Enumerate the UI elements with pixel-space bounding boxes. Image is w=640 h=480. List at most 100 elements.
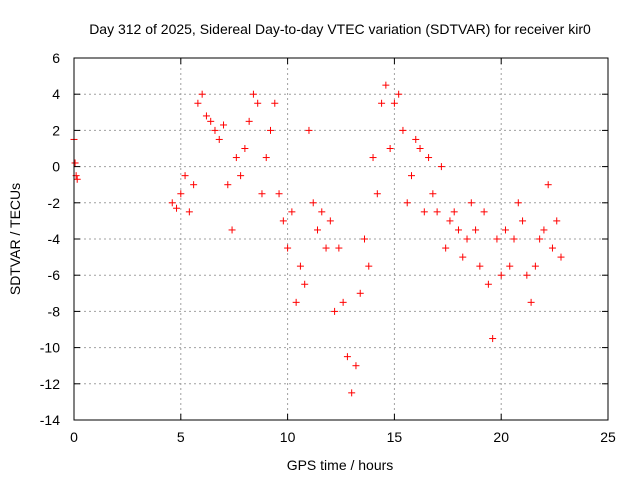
data-point (245, 117, 253, 125)
data-point (548, 244, 556, 252)
data-point (73, 175, 81, 183)
data-point (450, 208, 458, 216)
data-point (540, 226, 548, 234)
data-point (275, 190, 283, 198)
y-tick-label: -12 (40, 376, 60, 392)
data-point (198, 90, 206, 98)
y-tick-label: -14 (40, 412, 60, 428)
data-point (446, 217, 454, 225)
data-point (420, 208, 428, 216)
axis-ticks: 0 5 10 15 20 25 -14 -12 -10 -8 -6 -4 -2 0 2 4 6 (40, 50, 616, 445)
data-point (292, 298, 300, 306)
data-point (305, 126, 313, 134)
data-point (459, 253, 467, 261)
data-point (356, 289, 364, 297)
data-point (510, 235, 518, 243)
data-point (501, 226, 509, 234)
data-point (386, 145, 394, 152)
data-point (202, 112, 210, 120)
data-point (301, 280, 309, 288)
y-tick-label: -6 (48, 267, 61, 283)
y-axis-label: SDTVAR / TECUs (7, 183, 23, 295)
data-point (493, 235, 501, 243)
data-point (407, 172, 415, 180)
data-point (416, 145, 424, 152)
data-point (348, 389, 356, 397)
data-point (373, 190, 381, 198)
chart-title: Day 312 of 2025, Sidereal Day-to-day VTE… (89, 21, 591, 37)
data-point (343, 353, 351, 361)
data-point (472, 226, 480, 234)
data-point (360, 235, 368, 243)
data-point (262, 154, 270, 162)
data-point (314, 226, 322, 234)
data-point (224, 181, 232, 189)
data-point (279, 217, 287, 225)
data-point (553, 217, 561, 225)
x-tick-label: 25 (600, 429, 616, 445)
x-tick-label: 0 (70, 429, 78, 445)
data-point (484, 280, 492, 288)
data-point (399, 126, 407, 134)
data-point (271, 99, 279, 107)
y-tick-label: -8 (48, 303, 61, 319)
data-point (194, 99, 202, 107)
data-point (258, 190, 266, 198)
data-point (284, 244, 292, 252)
data-point (288, 208, 296, 216)
y-tick-label: 6 (52, 50, 60, 66)
data-point (249, 90, 257, 98)
data-point (365, 262, 373, 270)
data-point (497, 271, 505, 279)
data-point (339, 298, 347, 306)
y-tick-label: 2 (52, 122, 60, 138)
y-tick-label: -4 (48, 231, 61, 247)
x-tick-label: 20 (493, 429, 509, 445)
y-tick-label: 4 (52, 86, 60, 102)
data-point (489, 335, 497, 343)
data-point (454, 226, 462, 234)
data-point (433, 208, 441, 216)
data-point (531, 262, 539, 270)
data-point (220, 121, 228, 129)
data-point (527, 298, 535, 306)
x-tick-label: 15 (387, 429, 403, 445)
data-point (177, 190, 185, 198)
data-point (506, 262, 514, 270)
data-point (173, 204, 181, 212)
data-point (390, 99, 398, 107)
data-point (326, 217, 334, 225)
data-point (318, 208, 326, 216)
data-point (254, 99, 262, 107)
data-point (181, 172, 189, 180)
data-point (514, 199, 522, 207)
y-tick-label: -2 (48, 195, 61, 211)
data-point (228, 226, 236, 234)
data-point (207, 117, 215, 125)
grid-lines (74, 58, 608, 420)
data-point (322, 244, 330, 252)
x-tick-label: 5 (177, 429, 185, 445)
data-point (437, 163, 445, 171)
y-tick-label: 0 (52, 159, 60, 175)
data-point (519, 217, 527, 225)
data-points (70, 81, 565, 397)
data-point (403, 199, 411, 207)
data-point (429, 190, 437, 198)
data-point (442, 244, 450, 252)
data-point (211, 126, 219, 134)
data-point (168, 199, 176, 207)
data-point (267, 126, 275, 134)
data-point (523, 271, 531, 279)
data-point (382, 81, 390, 89)
data-point (557, 253, 565, 261)
data-point (467, 199, 475, 207)
data-point (378, 99, 386, 107)
x-tick-label: 10 (280, 429, 296, 445)
data-point (352, 362, 360, 370)
y-tick-label: -10 (40, 340, 60, 356)
data-point (296, 262, 304, 270)
data-point (425, 154, 433, 162)
data-point (241, 145, 249, 152)
